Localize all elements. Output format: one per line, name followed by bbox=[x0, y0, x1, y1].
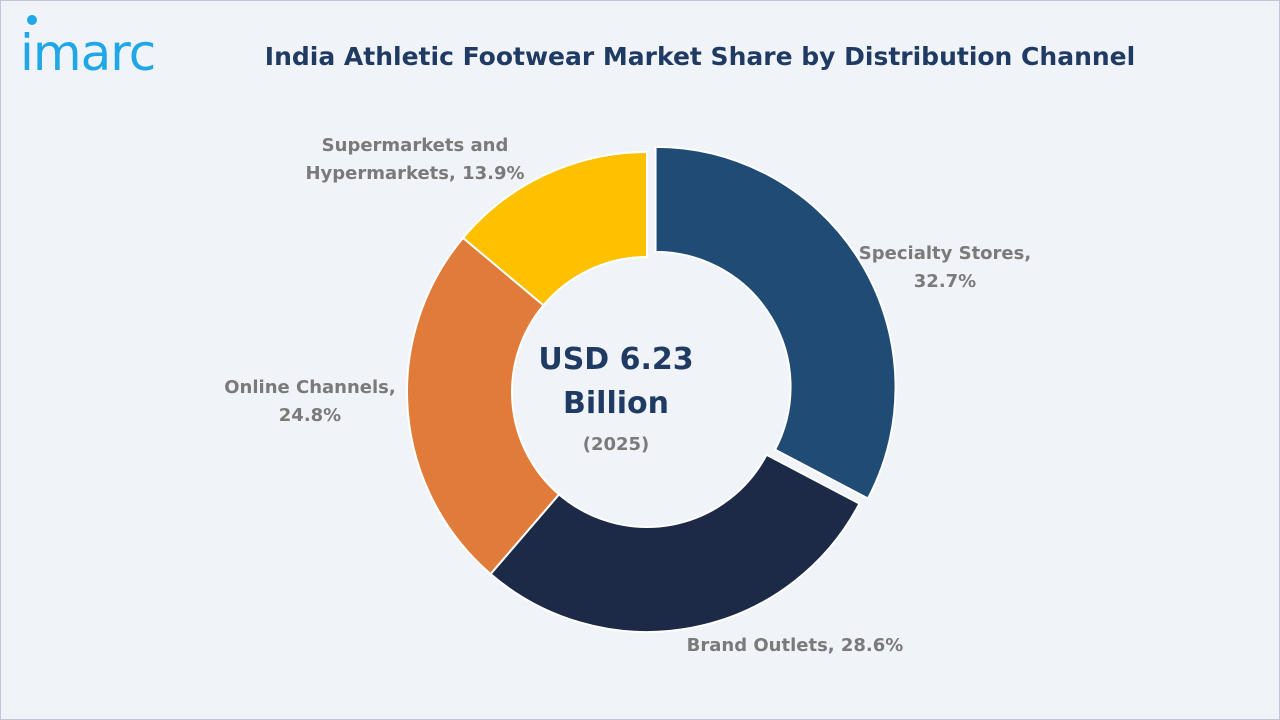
slice-label-line: Online Channels, bbox=[224, 377, 396, 398]
slice-label-line: 24.8% bbox=[278, 405, 342, 426]
center-value-line2: Billion bbox=[563, 386, 669, 421]
slice-label-online-channels: Online Channels, 24.8% bbox=[210, 374, 410, 430]
center-total-value: USD 6.23 Billion bbox=[516, 338, 716, 426]
slice-label-specialty-stores: Specialty Stores, 32.7% bbox=[850, 240, 1040, 296]
slice-online-channels bbox=[406, 236, 561, 576]
slice-label-line: Supermarkets and bbox=[321, 135, 509, 156]
slice-supermarkets-hypermarkets bbox=[461, 150, 648, 307]
slice-specialty-stores bbox=[654, 145, 897, 500]
slice-label-supermarkets-hypermarkets: Supermarkets and Hypermarkets, 13.9% bbox=[305, 132, 525, 188]
logo-icon bbox=[27, 15, 37, 25]
slice-label-line: Brand Outlets, 28.6% bbox=[686, 635, 904, 656]
slice-label-line: Specialty Stores, bbox=[858, 243, 1032, 264]
slice-brand-outlets bbox=[489, 453, 861, 633]
center-value-line1: USD 6.23 bbox=[538, 342, 694, 377]
slice-label-line: Hypermarkets, 13.9% bbox=[305, 163, 525, 184]
logo-text: imarc bbox=[20, 24, 156, 82]
slice-label-line: 32.7% bbox=[913, 271, 977, 292]
imarc-logo: imarc bbox=[20, 14, 200, 84]
slice-label-brand-outlets: Brand Outlets, 28.6% bbox=[680, 632, 910, 660]
chart-title: India Athletic Footwear Market Share by … bbox=[264, 42, 1136, 71]
center-year: (2025) bbox=[582, 434, 650, 455]
